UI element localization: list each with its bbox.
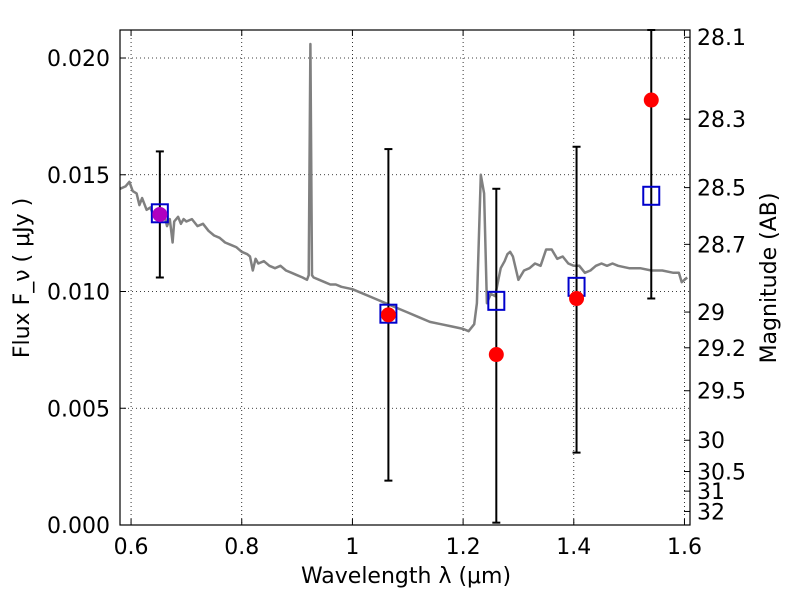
y-tick-label: 0.015	[47, 164, 110, 189]
model-photometry-point	[642, 185, 661, 206]
y-tick-label: 0.005	[47, 397, 110, 422]
right-tick-label: 28.5	[697, 177, 746, 202]
model-photometry-point	[379, 303, 398, 324]
x-tick-label: 1.6	[667, 535, 702, 560]
observed-photometry-point	[569, 291, 585, 307]
photometry-layer	[150, 29, 661, 524]
observed-photometry-point	[380, 307, 396, 323]
model-spectrum-line	[119, 42, 689, 333]
observed-photometry-point	[643, 92, 659, 108]
right-tick-label: 30	[697, 429, 725, 454]
y-ticks-left: 0.000 0.005 0.010 0.015 0.020	[47, 47, 126, 539]
observed-photometry-point	[152, 206, 168, 222]
plot-frame	[119, 29, 691, 526]
observed-photometry-point	[488, 347, 504, 363]
x-tick-label: 1.4	[556, 535, 591, 560]
grid-lines	[120, 30, 690, 526]
spectrum-layer	[119, 42, 689, 333]
right-tick-label: 29.5	[697, 380, 746, 405]
y-axis-label-right: Magnitude (AB)	[757, 193, 782, 364]
right-tick-label: 32	[697, 500, 725, 525]
x-tick-label: 1.2	[446, 535, 481, 560]
right-tick-label: 28.3	[697, 108, 746, 133]
x-tick-label: 0.8	[224, 535, 259, 560]
x-axis-label: Wavelength λ (μm)	[301, 564, 511, 589]
right-tick-label: 31	[697, 480, 725, 505]
model-photometry-point	[150, 203, 169, 224]
right-tick-label: 28.1	[697, 26, 746, 51]
y-tick-label: 0.000	[47, 514, 110, 539]
y-tick-label: 0.020	[47, 47, 110, 72]
x-tick-label: 0.6	[114, 535, 149, 560]
right-tick-label: 29	[697, 301, 725, 326]
x-ticks: 0.6 0.8 1 1.2 1.4 1.6	[114, 30, 702, 560]
y-tick-label: 0.010	[47, 281, 110, 306]
x-tick-label: 1	[345, 535, 359, 560]
right-tick-label: 30.5	[697, 461, 746, 486]
model-photometry-point	[487, 290, 506, 311]
right-tick-label: 29.2	[697, 337, 746, 362]
right-tick-label: 28.7	[697, 233, 746, 258]
y-axis-label-left: Flux F_ν ( μJy )	[10, 198, 35, 358]
